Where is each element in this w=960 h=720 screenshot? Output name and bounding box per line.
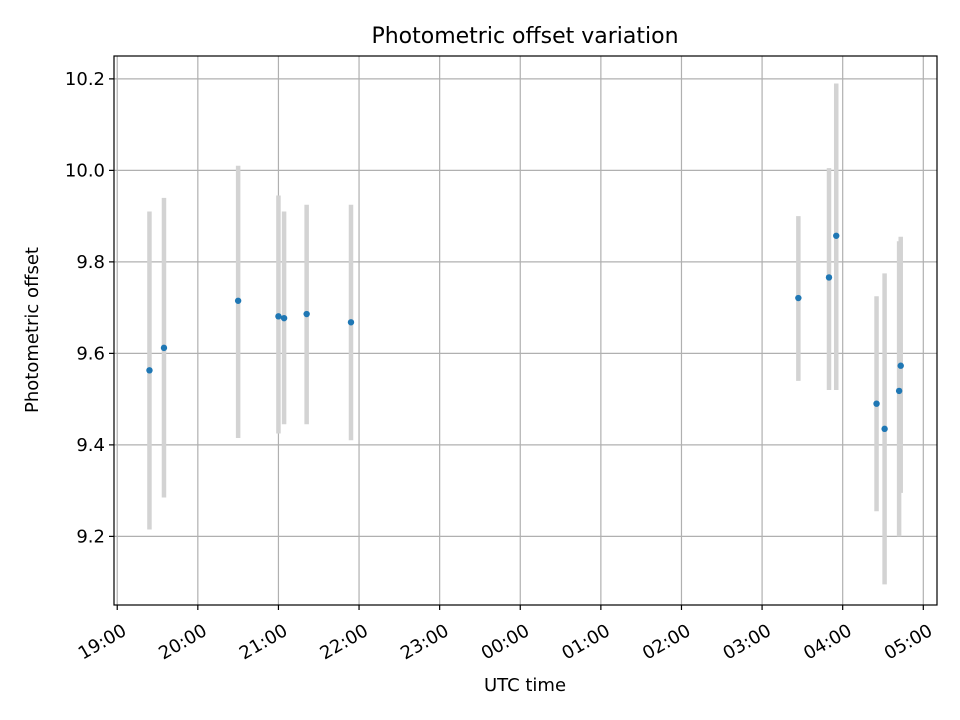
x-axis-label: UTC time xyxy=(484,675,566,696)
x-tick-label: 00:00 xyxy=(478,620,533,664)
x-tick-label: 20:00 xyxy=(155,620,210,664)
data-point xyxy=(795,294,802,302)
data-point xyxy=(825,274,833,281)
data-point xyxy=(280,314,288,322)
x-tick-label: 04:00 xyxy=(800,620,855,664)
y-tick-label: 9.8 xyxy=(76,252,105,273)
error-bars xyxy=(147,83,903,585)
data-point xyxy=(895,387,903,395)
data-point xyxy=(347,319,355,326)
y-axis-label: Photometric offset xyxy=(22,247,43,413)
data-points xyxy=(146,232,904,433)
x-tick-label: 03:00 xyxy=(720,620,775,664)
x-tick-label: 05:00 xyxy=(881,620,936,664)
y-tick-label: 10.0 xyxy=(65,160,105,181)
y-tick-label: 9.4 xyxy=(76,435,105,456)
data-point xyxy=(873,400,880,407)
data-point xyxy=(303,310,310,318)
y-tick-label: 9.2 xyxy=(76,526,105,547)
data-point xyxy=(881,425,888,433)
x-axis-ticks: 19:00 20:00 21:00 22:00 23:00 00:00 01:00 02:00… xyxy=(75,605,936,664)
x-tick-label: 02:00 xyxy=(639,620,694,664)
x-tick-label: 23:00 xyxy=(397,620,452,664)
y-tick-label: 9.6 xyxy=(76,343,105,364)
data-point xyxy=(897,362,904,369)
x-tick-label: 21:00 xyxy=(236,620,291,664)
x-tick-label: 01:00 xyxy=(558,620,613,664)
x-tick-label: 19:00 xyxy=(75,620,130,664)
data-point xyxy=(275,313,282,320)
plot-frame xyxy=(113,55,938,606)
data-point xyxy=(833,232,840,239)
y-tick-label: 10.2 xyxy=(65,69,105,90)
y-axis-ticks: 9.2 9.4 9.6 9.8 10.0 10.2 xyxy=(65,69,114,547)
data-point xyxy=(234,297,242,304)
data-point xyxy=(146,367,153,374)
chart-title: Photometric offset variation xyxy=(371,24,678,49)
x-tick-label: 22:00 xyxy=(317,620,372,664)
data-point xyxy=(160,344,168,352)
